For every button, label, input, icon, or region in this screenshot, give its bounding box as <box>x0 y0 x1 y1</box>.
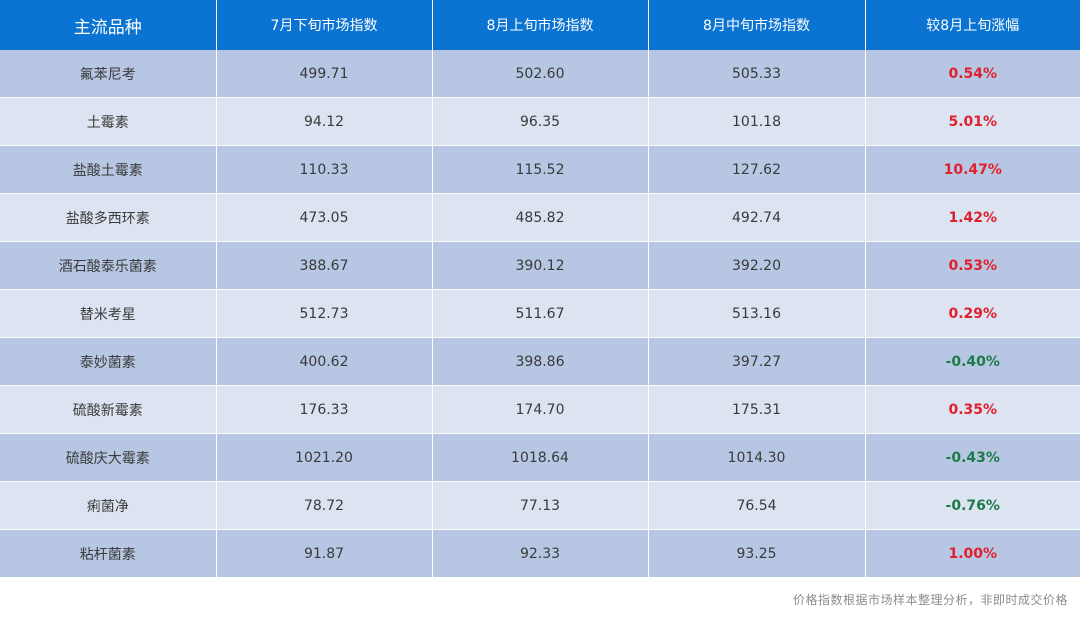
early-august-cell: 92.33 <box>432 529 649 578</box>
late-july-cell: 512.73 <box>216 289 433 338</box>
late-july-cell: 388.67 <box>216 241 433 290</box>
early-august-cell: 502.60 <box>432 50 649 98</box>
change-cell: 0.53% <box>865 241 1080 290</box>
mid-august-cell: 93.25 <box>648 529 866 578</box>
late-july-cell: 78.72 <box>216 481 433 530</box>
change-cell: 5.01% <box>865 97 1080 146</box>
late-july-cell: 94.12 <box>216 97 433 146</box>
mid-august-cell: 101.18 <box>648 97 866 146</box>
variety-cell: 痢菌净 <box>0 481 217 530</box>
change-cell: -0.40% <box>865 337 1080 386</box>
variety-cell: 替米考星 <box>0 289 217 338</box>
variety-cell: 氟苯尼考 <box>0 50 217 98</box>
variety-cell: 盐酸多西环素 <box>0 193 217 242</box>
variety-cell: 泰妙菌素 <box>0 337 217 386</box>
early-august-cell: 390.12 <box>432 241 649 290</box>
column-header-change: 较8月上旬涨幅 <box>865 0 1080 50</box>
variety-cell: 酒石酸泰乐菌素 <box>0 241 217 290</box>
change-cell: 10.47% <box>865 145 1080 194</box>
late-july-cell: 473.05 <box>216 193 433 242</box>
change-cell: 0.29% <box>865 289 1080 338</box>
table-row: 替米考星 512.73 511.67 513.16 0.29% <box>0 289 1080 338</box>
change-cell: 0.54% <box>865 50 1080 98</box>
table-row: 盐酸多西环素 473.05 485.82 492.74 1.42% <box>0 193 1080 242</box>
mid-august-cell: 392.20 <box>648 241 866 290</box>
table-row: 粘杆菌素 91.87 92.33 93.25 1.00% <box>0 529 1080 578</box>
variety-cell: 盐酸土霉素 <box>0 145 217 194</box>
early-august-cell: 485.82 <box>432 193 649 242</box>
late-july-cell: 1021.20 <box>216 433 433 482</box>
late-july-cell: 110.33 <box>216 145 433 194</box>
table-header-row: 主流品种 7月下旬市场指数 8月上旬市场指数 8月中旬市场指数 较8月上旬涨幅 <box>0 0 1080 50</box>
table-row: 盐酸土霉素 110.33 115.52 127.62 10.47% <box>0 145 1080 194</box>
table-row: 土霉素 94.12 96.35 101.18 5.01% <box>0 97 1080 146</box>
price-index-table: 主流品种 7月下旬市场指数 8月上旬市场指数 8月中旬市场指数 较8月上旬涨幅 … <box>0 0 1080 578</box>
footnote: 价格指数根据市场样本整理分析，非即时成交价格 <box>792 593 1068 607</box>
late-july-cell: 176.33 <box>216 385 433 434</box>
variety-cell: 粘杆菌素 <box>0 529 217 578</box>
mid-august-cell: 127.62 <box>648 145 866 194</box>
early-august-cell: 398.86 <box>432 337 649 386</box>
table-row: 硫酸庆大霉素 1021.20 1018.64 1014.30 -0.43% <box>0 433 1080 482</box>
table-row: 泰妙菌素 400.62 398.86 397.27 -0.40% <box>0 337 1080 386</box>
change-cell: -0.76% <box>865 481 1080 530</box>
table-body: 氟苯尼考 499.71 502.60 505.33 0.54% 土霉素 94.12 96.35… <box>0 50 1080 578</box>
column-header-late-july: 7月下旬市场指数 <box>216 0 433 50</box>
variety-cell: 土霉素 <box>0 97 217 146</box>
early-august-cell: 1018.64 <box>432 433 649 482</box>
mid-august-cell: 513.16 <box>648 289 866 338</box>
mid-august-cell: 175.31 <box>648 385 866 434</box>
change-cell: -0.43% <box>865 433 1080 482</box>
late-july-cell: 499.71 <box>216 50 433 98</box>
mid-august-cell: 1014.30 <box>648 433 866 482</box>
column-header-variety: 主流品种 <box>0 0 217 50</box>
early-august-cell: 115.52 <box>432 145 649 194</box>
mid-august-cell: 492.74 <box>648 193 866 242</box>
mid-august-cell: 76.54 <box>648 481 866 530</box>
late-july-cell: 400.62 <box>216 337 433 386</box>
early-august-cell: 77.13 <box>432 481 649 530</box>
column-header-mid-august: 8月中旬市场指数 <box>648 0 866 50</box>
table-row: 痢菌净 78.72 77.13 76.54 -0.76% <box>0 481 1080 530</box>
early-august-cell: 511.67 <box>432 289 649 338</box>
variety-cell: 硫酸新霉素 <box>0 385 217 434</box>
late-july-cell: 91.87 <box>216 529 433 578</box>
early-august-cell: 174.70 <box>432 385 649 434</box>
mid-august-cell: 397.27 <box>648 337 866 386</box>
table-row: 酒石酸泰乐菌素 388.67 390.12 392.20 0.53% <box>0 241 1080 290</box>
table-row: 氟苯尼考 499.71 502.60 505.33 0.54% <box>0 50 1080 98</box>
variety-cell: 硫酸庆大霉素 <box>0 433 217 482</box>
table-row: 硫酸新霉素 176.33 174.70 175.31 0.35% <box>0 385 1080 434</box>
change-cell: 1.42% <box>865 193 1080 242</box>
change-cell: 1.00% <box>865 529 1080 578</box>
early-august-cell: 96.35 <box>432 97 649 146</box>
change-cell: 0.35% <box>865 385 1080 434</box>
column-header-early-august: 8月上旬市场指数 <box>432 0 649 50</box>
mid-august-cell: 505.33 <box>648 50 866 98</box>
